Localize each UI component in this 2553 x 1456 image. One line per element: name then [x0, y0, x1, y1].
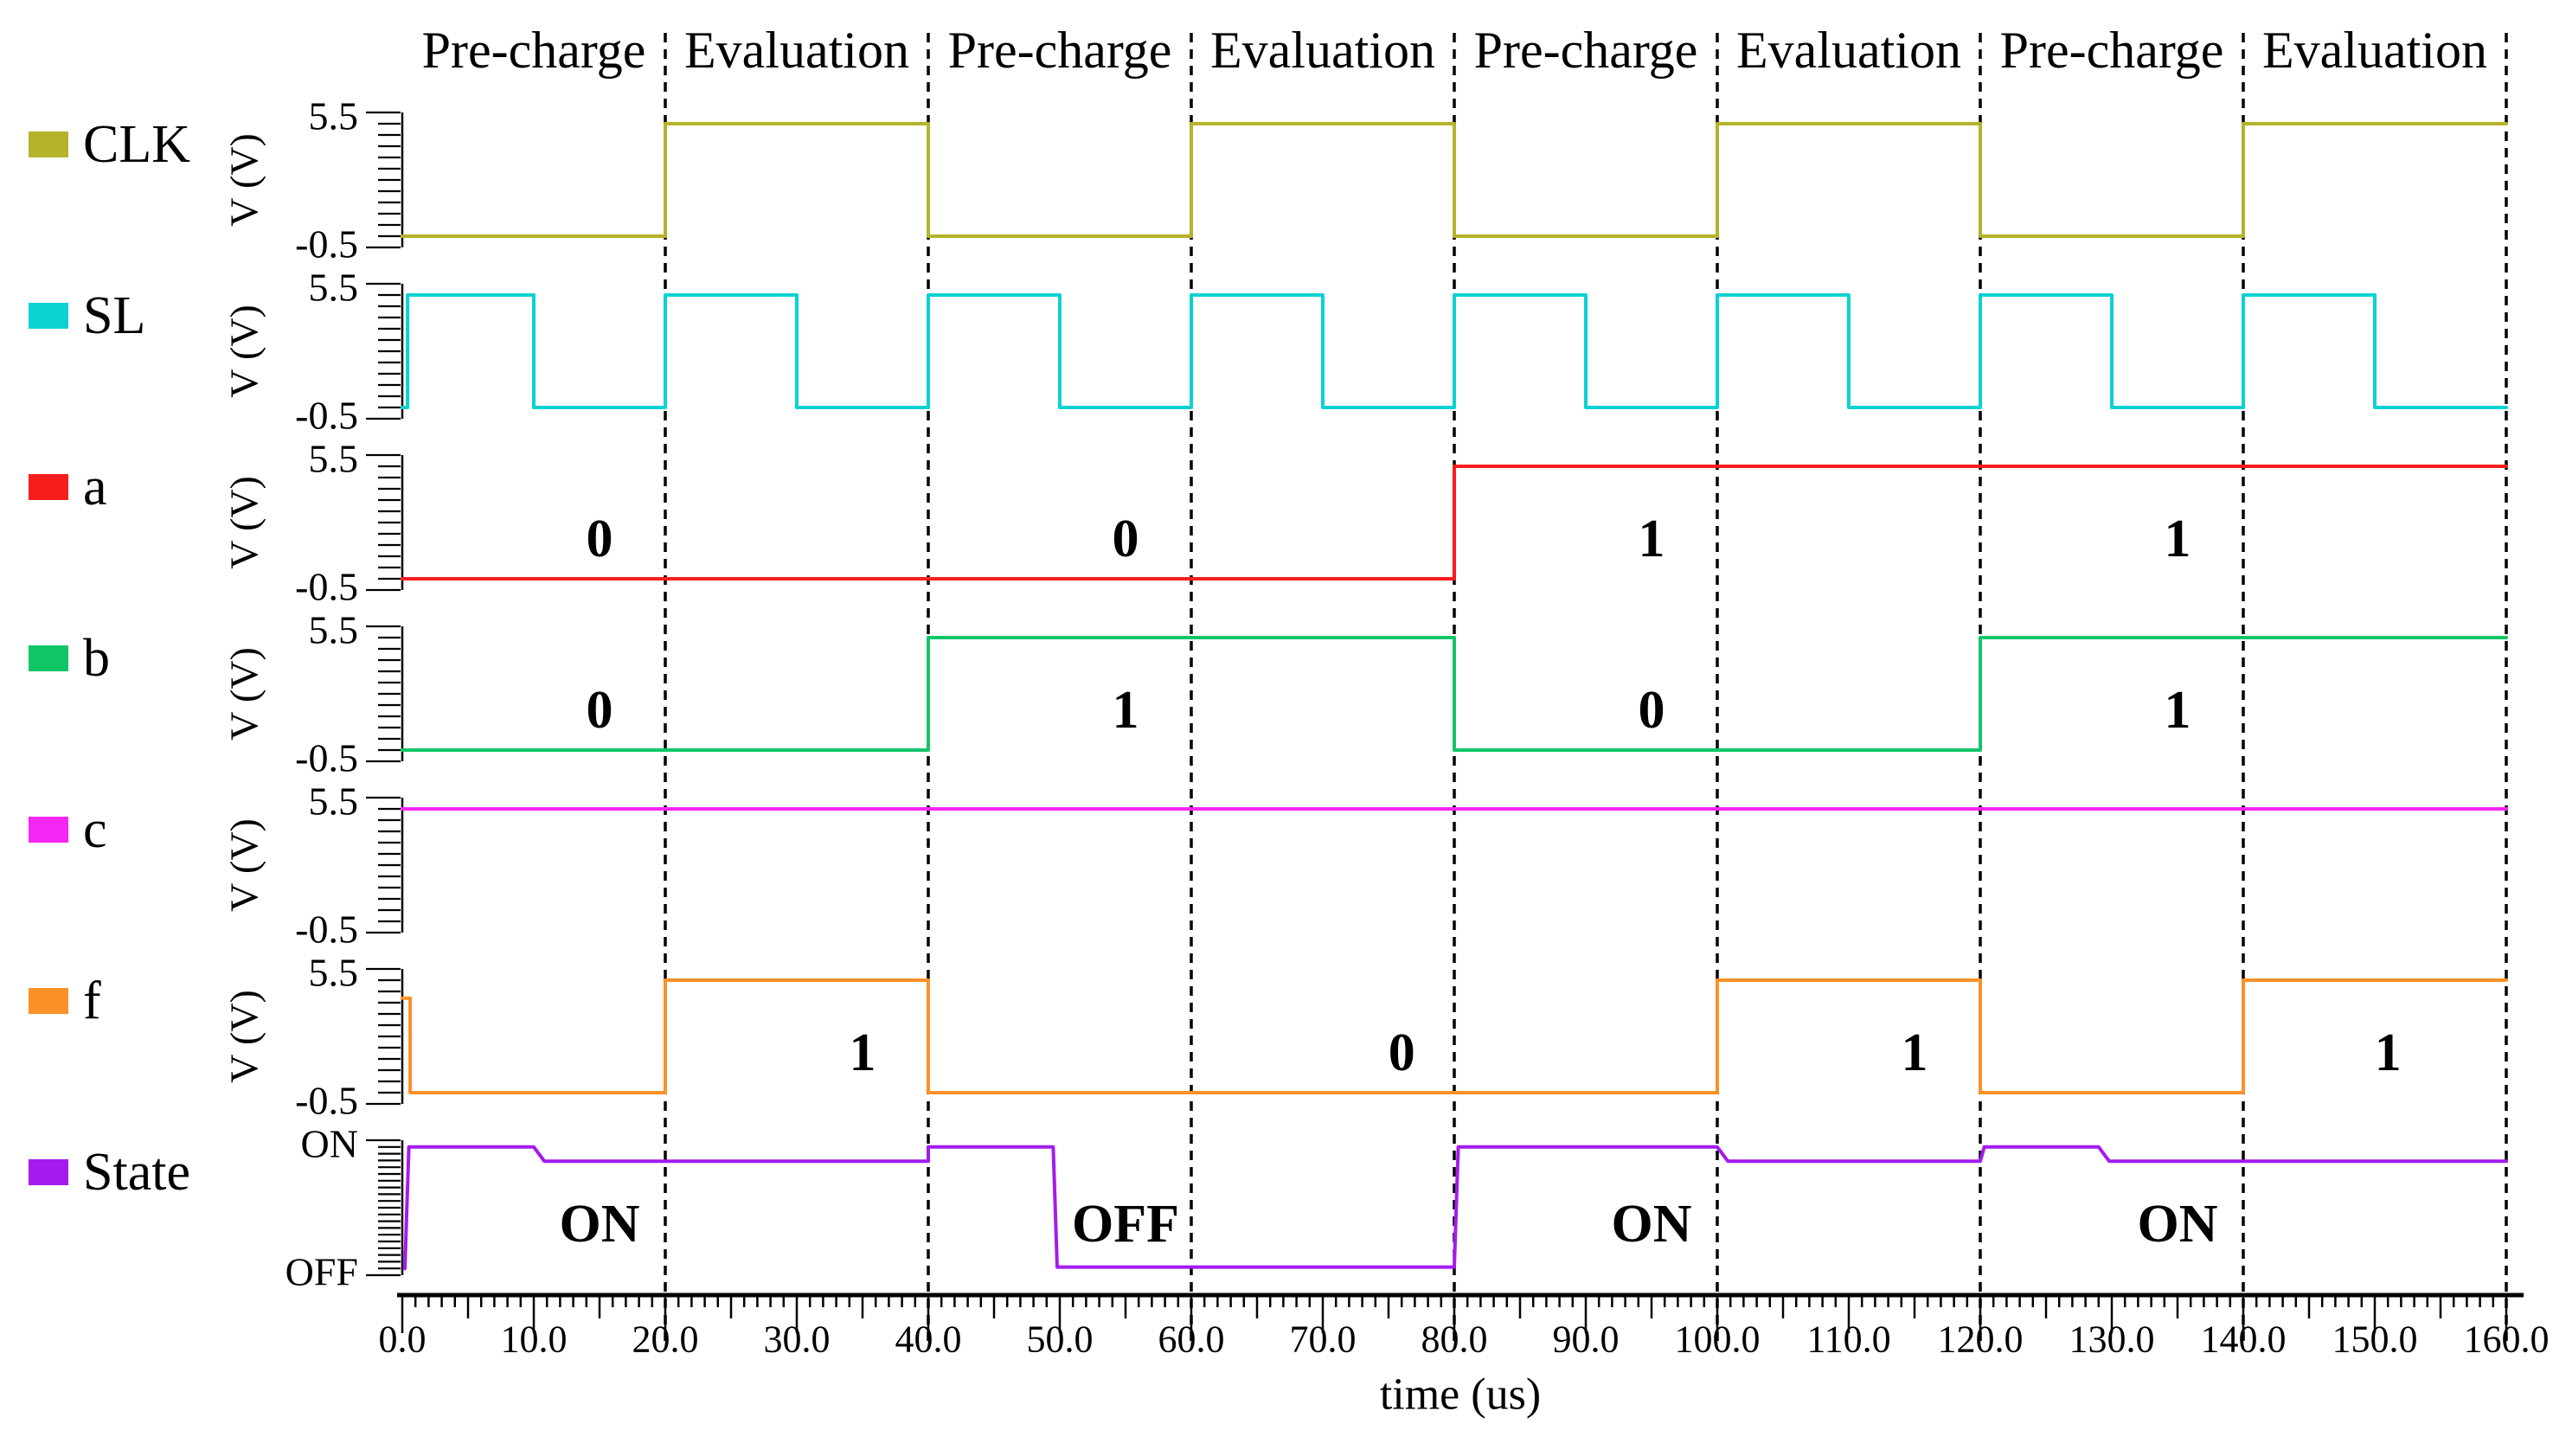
annotation-state-OFF: OFF	[1072, 1195, 1179, 1254]
y-axis-min-label-b: -0.5	[295, 736, 358, 780]
y-axis-min-label-clk: -0.5	[295, 222, 358, 266]
phase-label: Pre-charge	[948, 22, 1172, 79]
legend-label-sl: SL	[83, 286, 145, 345]
waveform-a	[401, 465, 2508, 580]
y-axis-min-label-c: -0.5	[295, 908, 358, 952]
phase-label: Evaluation	[684, 22, 909, 79]
legend-swatch-c	[29, 817, 68, 843]
waveform-sl	[401, 293, 2508, 409]
annotation-f-1: 1	[1902, 1023, 1928, 1082]
waveform-b	[401, 636, 2508, 752]
x-axis-tick-label: 50.0	[1027, 1318, 1094, 1361]
legend-swatch-f	[29, 988, 68, 1014]
annotation-state-ON: ON	[2138, 1195, 2218, 1254]
x-axis-tick-label: 150.0	[2332, 1318, 2418, 1361]
waveform-state	[403, 1145, 2508, 1271]
annotation-b-1: 1	[1113, 681, 1139, 740]
legend-label-a: a	[83, 458, 107, 516]
legend-swatch-a	[29, 474, 68, 500]
annotation-a-0: 0	[587, 510, 613, 568]
phase-label: Evaluation	[2262, 22, 2487, 79]
annotation-f-1: 1	[850, 1023, 876, 1082]
x-axis-tick-label: 130.0	[2069, 1318, 2155, 1361]
legend-label-state: State	[83, 1143, 190, 1202]
x-axis-tick-label: 160.0	[2464, 1318, 2550, 1361]
x-axis-title: time (us)	[1380, 1370, 1541, 1420]
legend-label-f: f	[83, 972, 101, 1030]
y-axis-max-label-c: 5.5	[309, 779, 359, 824]
x-axis-tick-label: 30.0	[764, 1318, 831, 1361]
y-axis-max-label-a: 5.5	[309, 437, 359, 481]
x-axis-tick-label: 20.0	[632, 1318, 699, 1361]
y-axis-title: V (V)	[222, 647, 266, 741]
annotation-b-0: 0	[1639, 681, 1665, 740]
annotation-f-0: 0	[1389, 1023, 1415, 1082]
legend-label-clk: CLK	[83, 115, 190, 174]
phase-label: Evaluation	[1210, 22, 1435, 79]
y-axis-title: V (V)	[222, 476, 266, 569]
annotation-a-1: 1	[2165, 510, 2191, 568]
x-axis-tick-label: 70.0	[1290, 1318, 1357, 1361]
waveform-clk	[401, 122, 2508, 238]
x-axis-tick-label: 60.0	[1158, 1318, 1225, 1361]
annotation-state-ON: ON	[1612, 1195, 1692, 1254]
y-axis-min-label-f: -0.5	[295, 1079, 358, 1123]
x-axis-tick-label: 40.0	[895, 1318, 962, 1361]
y-axis-title: V (V)	[222, 990, 266, 1083]
y-axis-max-label-clk: 5.5	[309, 94, 359, 138]
y-axis-max-label-f: 5.5	[309, 951, 359, 995]
y-axis-title: V (V)	[222, 305, 266, 398]
legend-swatch-sl	[29, 303, 68, 329]
x-axis-tick-label: 10.0	[501, 1318, 568, 1361]
annotation-b-0: 0	[587, 681, 613, 740]
x-axis-tick-label: 110.0	[1806, 1318, 1890, 1361]
annotation-f-1: 1	[2375, 1023, 2402, 1082]
phase-label: Pre-charge	[2000, 22, 2224, 79]
annotation-b-1: 1	[2165, 681, 2191, 740]
phase-label: Evaluation	[1736, 22, 1961, 79]
phase-label: Pre-charge	[1474, 22, 1698, 79]
x-axis-tick-label: 80.0	[1421, 1318, 1488, 1361]
annotation-a-1: 1	[1639, 510, 1665, 568]
y-axis-title: V (V)	[222, 818, 266, 912]
annotation-state-ON: ON	[560, 1195, 640, 1254]
legend-label-b: b	[83, 629, 110, 688]
y-axis-title: V (V)	[222, 133, 266, 227]
x-axis-tick-label: 0.0	[379, 1318, 427, 1361]
x-axis-tick-label: 100.0	[1675, 1318, 1761, 1361]
annotation-a-0: 0	[1113, 510, 1139, 568]
y-axis-min-label-sl: -0.5	[295, 394, 358, 438]
y-axis-max-label-b: 5.5	[309, 608, 359, 652]
waveform-f	[401, 978, 2508, 1094]
y-axis-max-label-sl: 5.5	[309, 266, 359, 310]
x-axis-tick-label: 90.0	[1553, 1318, 1620, 1361]
legend-swatch-state	[29, 1159, 68, 1185]
legend-swatch-clk	[29, 131, 68, 157]
legend-swatch-b	[29, 645, 68, 671]
x-axis-tick-label: 140.0	[2201, 1318, 2287, 1361]
phase-label: Pre-charge	[422, 22, 646, 79]
y-axis-max-label-state: ON	[301, 1122, 358, 1166]
y-axis-min-label-state: OFF	[285, 1250, 358, 1294]
y-axis-min-label-a: -0.5	[295, 565, 358, 609]
x-axis-tick-label: 120.0	[1938, 1318, 2024, 1361]
legend-label-c: c	[83, 800, 107, 859]
